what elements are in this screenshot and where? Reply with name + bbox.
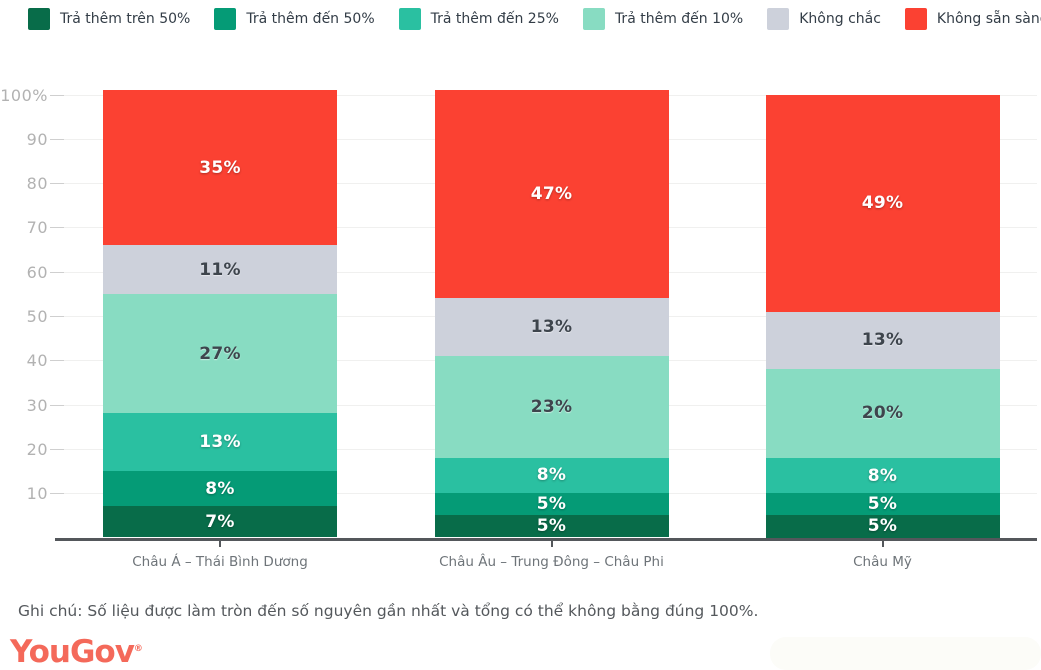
segment-value-label: 13%	[530, 317, 573, 338]
segment-value-label: 8%	[205, 478, 235, 499]
bar-1-segment-4: 13%	[434, 298, 669, 356]
segment-value-label: 27%	[199, 343, 241, 364]
legend-item-4: Không chắc	[767, 8, 881, 30]
bar-0: 7% 8% 13% 27% 11% 35%	[103, 90, 337, 538]
segment-value-label: 5%	[867, 516, 898, 537]
bar-0-segment-2: 13%	[103, 413, 337, 472]
legend-swatch-icon	[582, 8, 605, 30]
bar-2: 5% 5% 8% 20% 13% 49%	[765, 94, 1000, 538]
y-axis-tick	[50, 271, 64, 273]
legend-label: Không sẵn sàng trả thêm	[936, 11, 1041, 27]
segment-value-label: 5%	[536, 516, 567, 537]
y-axis-label: 70	[26, 218, 48, 238]
segment-value-label: 20%	[861, 403, 904, 424]
bar-2-segment-5: 49%	[765, 94, 1000, 312]
legend-label: Trả thêm đến 25%	[430, 11, 559, 27]
x-axis-tick	[219, 540, 221, 547]
segment-value-label: 5%	[867, 494, 898, 515]
bar-1-segment-3: 23%	[434, 355, 669, 458]
legend-swatch-icon	[904, 8, 927, 30]
legend-swatch-icon	[214, 8, 237, 30]
y-axis-tick	[50, 404, 64, 406]
legend-label: Trả thêm trên 50%	[60, 11, 191, 27]
bar-2-segment-1: 5%	[765, 493, 1000, 516]
x-axis-label-0: Châu Á – Thái Bình Dương	[132, 553, 308, 570]
legend: Trả thêm trên 50% Trả thêm đến 50% Trả thê…	[28, 8, 1041, 30]
segment-value-label: 8%	[867, 465, 898, 486]
legend-label: Trả thêm đến 10%	[614, 11, 744, 27]
bar-2-segment-3: 20%	[765, 369, 1000, 458]
y-axis-label: 80	[26, 174, 48, 194]
legend-item-0: Trả thêm trên 50%	[28, 8, 190, 30]
bar-2-segment-0: 5%	[765, 515, 1000, 538]
bar-1-segment-1: 5%	[434, 493, 669, 516]
bar-0-segment-5: 35%	[103, 90, 337, 246]
segment-value-label: 7%	[205, 511, 235, 532]
bar-1-segment-0: 5%	[434, 515, 669, 538]
legend-swatch-icon	[767, 8, 790, 30]
logo-text: YouGov	[10, 634, 135, 670]
bar-2-segment-2: 8%	[765, 457, 1000, 494]
y-axis-tick	[50, 448, 64, 450]
segment-value-label: 8%	[536, 465, 567, 486]
segment-value-label: 49%	[861, 193, 904, 214]
x-axis-line	[55, 537, 1037, 541]
x-axis-tick	[881, 540, 884, 547]
legend-item-1: Trả thêm đến 50%	[214, 8, 375, 30]
segment-value-label: 5%	[536, 494, 567, 515]
legend-label: Không chắc	[799, 11, 881, 27]
y-axis-tick	[50, 227, 64, 229]
y-axis-tick	[50, 138, 64, 140]
corner-panel	[770, 637, 1041, 670]
legend-item-5: Không sẵn sàng trả thêm	[904, 8, 1041, 30]
y-axis-label: 10	[26, 484, 48, 504]
bar-2-segment-4: 13%	[765, 311, 1000, 370]
y-axis-tick	[50, 493, 64, 495]
y-axis-label: 50	[26, 307, 48, 326]
x-axis-tick	[550, 540, 553, 547]
y-axis-label: 30	[26, 395, 48, 415]
y-axis-tick	[50, 183, 64, 185]
bar-0-segment-1: 8%	[103, 471, 337, 507]
x-axis-label-2: Châu Mỹ	[853, 553, 912, 570]
segment-value-label: 11%	[199, 259, 241, 280]
legend-item-2: Trả thêm đến 25%	[398, 8, 559, 30]
legend-swatch-icon	[28, 8, 50, 30]
segment-value-label: 13%	[199, 432, 241, 453]
bar-1-segment-5: 47%	[434, 90, 669, 299]
legend-swatch-icon	[398, 8, 421, 30]
y-axis-label: 90	[26, 129, 48, 149]
legend-label: Trả thêm đến 50%	[246, 11, 375, 27]
y-axis-tick	[50, 360, 64, 362]
footnote: Ghi chú: Số liệu được làm tròn đến số ng…	[18, 602, 759, 620]
segment-value-label: 47%	[530, 184, 573, 205]
bar-1: 5% 5% 8% 23% 13% 47%	[434, 90, 669, 538]
bar-1-segment-2: 8%	[434, 457, 669, 494]
y-axis-label: 100%	[0, 85, 48, 105]
y-axis-tick	[50, 316, 64, 317]
x-axis-label-1: Châu Âu – Trung Đông – Châu Phi	[439, 553, 664, 570]
segment-value-label: 23%	[530, 396, 573, 417]
y-axis-label: 20	[26, 439, 48, 459]
segment-value-label: 35%	[199, 157, 241, 178]
registered-mark: ®	[133, 644, 143, 654]
segment-value-label: 13%	[861, 330, 904, 351]
y-axis-label: 40	[26, 351, 48, 371]
y-axis-tick	[50, 94, 64, 96]
bar-0-segment-0: 7%	[103, 506, 337, 538]
y-axis-label: 60	[26, 262, 48, 282]
yougov-logo: YouGov®	[10, 634, 143, 670]
bar-0-segment-3: 27%	[103, 293, 337, 414]
legend-item-3: Trả thêm đến 10%	[582, 8, 744, 30]
bar-0-segment-4: 11%	[103, 245, 337, 294]
